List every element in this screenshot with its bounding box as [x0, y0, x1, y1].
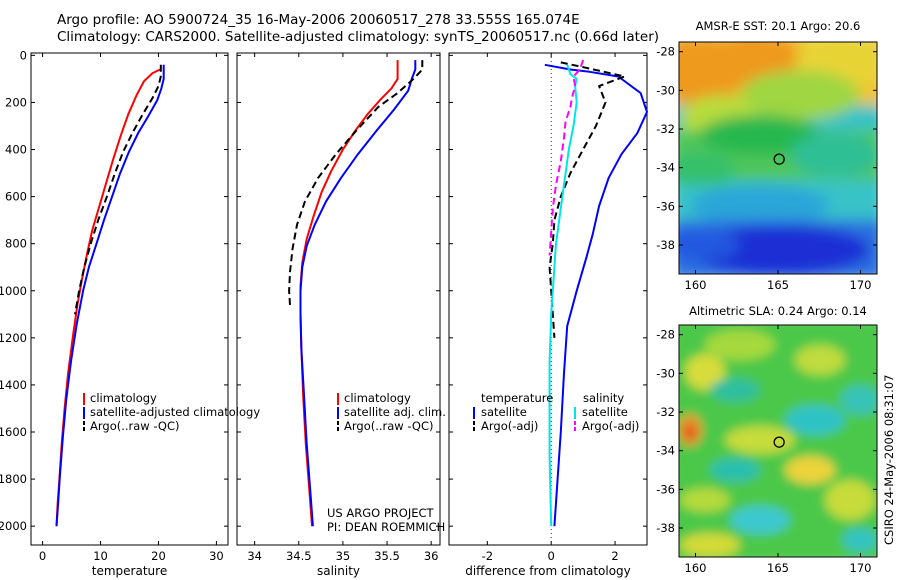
x-tick-label: 170 [850, 278, 872, 292]
y-tick-label: -38 [656, 238, 675, 252]
legend-label: satellite [481, 405, 527, 419]
x-tick-label: 2 [611, 549, 618, 563]
axes-frame [236, 52, 441, 546]
x-tick-label: 36 [424, 549, 439, 563]
x-tick-label: 34 [247, 549, 262, 563]
plot-title: Argo profile: AO 5900724_35 16-May-2006 … [57, 12, 580, 28]
x-tick-label: 165 [767, 278, 789, 292]
y-tick-label: -32 [656, 405, 675, 419]
argo-float-marker [773, 153, 785, 165]
pi-annotation: PI: DEAN ROEMMICH [327, 520, 445, 534]
x-tick-label: 20 [151, 549, 166, 563]
y-tick-label: 600 [5, 190, 27, 204]
y-tick-label: 2000 [0, 519, 27, 533]
sla-map-title: Altimetric SLA: 0.24 Argo: 0.14 [689, 304, 867, 318]
sla-heatmap [679, 325, 877, 557]
chart-layer: 0 10 20 30020040060080010001200140016001800… [0, 41, 878, 578]
x-tick-label: 0 [548, 549, 555, 563]
series-line-argo-raw-qc [288, 60, 424, 305]
panel-sst-map: 160 165 170 -28 -30 -32 -34 -36 -38 [656, 41, 878, 292]
y-tick-label: -38 [656, 521, 675, 535]
x-tick-label: 30 [209, 549, 224, 563]
y-tick-label: -28 [656, 328, 675, 342]
x-tick-label: 35 [336, 549, 351, 563]
legend-difference: temperature satellite Argo(-adj) salinit… [473, 391, 639, 433]
x-tick-label: 165 [767, 561, 789, 575]
y-tick-label: -36 [656, 482, 675, 496]
axes-frame [30, 52, 229, 546]
y-tick-label: -34 [656, 161, 675, 175]
legend-label: Argo(-adj) [582, 419, 639, 433]
series-line-climatology [299, 60, 399, 527]
y-tick-label: -30 [656, 83, 675, 97]
x-tick-label: -2 [482, 549, 493, 563]
series-line-temperature-argo-adj [548, 61, 626, 338]
series-line-salinity-satellite [548, 64, 578, 527]
legend-label: satellite-adjusted climatology [90, 405, 260, 419]
y-tick-label: 1000 [0, 284, 27, 298]
x-tick-label: 160 [685, 278, 707, 292]
y-tick-label: 1600 [0, 425, 27, 439]
x-axis-label: salinity [317, 564, 360, 578]
legend-label: climatology [90, 391, 157, 405]
legend-salinity: climatology satellite adj. clim. Argo(..… [337, 391, 446, 433]
legend-label: Argo(-adj) [481, 419, 538, 433]
x-tick-label: 10 [93, 549, 108, 563]
series-line-satellite-adj-clim [299, 60, 417, 527]
y-tick-label: 1200 [0, 331, 27, 345]
sst-map-title: AMSR-E SST: 20.1 Argo: 20.6 [696, 19, 861, 33]
legend-group-title: salinity [583, 391, 624, 405]
series-line-temperature-satellite [544, 63, 648, 527]
y-tick-label: -32 [656, 122, 675, 136]
panel-temperature: 0 10 20 30 0 200 400 600 800 1000 1200 1400 1600 1800… [0, 48, 229, 578]
y-tick-label: -36 [656, 199, 675, 213]
series-line-argo-raw-qc [74, 64, 162, 315]
x-tick-label: 35.5 [374, 549, 400, 563]
y-tick-label: -28 [656, 45, 675, 59]
argo-float-marker [773, 436, 785, 448]
y-tick-label: 200 [5, 95, 27, 109]
y-tick-label: 1800 [0, 472, 27, 486]
x-tick-label: 0 [39, 549, 46, 563]
legend-label: satellite adj. clim. [344, 405, 446, 419]
project-annotation: US ARGO PROJECT [327, 506, 435, 520]
x-tick-label: 170 [850, 561, 872, 575]
y-tick-label: 1400 [0, 378, 27, 392]
timestamp-label: CSIRO 24-May-2006 08:31:07 [882, 375, 896, 546]
x-axis-label: temperature [92, 564, 167, 578]
y-tick-label: -34 [656, 444, 675, 458]
sst-heatmap [679, 42, 877, 274]
panel-salinity: 34 34.5 35 35.5 36 salinity [236, 52, 441, 578]
y-tick-label: 0 [20, 48, 27, 62]
legend-label: climatology [344, 391, 411, 405]
legend-temperature: climatology satellite-adjusted climatolo… [83, 391, 260, 433]
legend-label: Argo(..raw -QC) [344, 419, 434, 433]
legend-group-title: temperature [481, 391, 553, 405]
y-tick-label: -30 [656, 366, 675, 380]
series-line-satellite-adjusted-climatology [55, 64, 165, 527]
x-tick-label: 34.5 [286, 549, 312, 563]
plot-subtitle: Climatology: CARS2000. Satellite-adjuste… [57, 29, 660, 45]
axes-frame [448, 52, 648, 546]
x-tick-label: 160 [685, 561, 707, 575]
series-line-climatology [55, 68, 161, 527]
legend-label: Argo(..raw -QC) [90, 419, 180, 433]
x-axis-label: difference from climatology [465, 564, 631, 578]
panel-sla-map: 160 165 170 -28 -30 -32 -34 -36 -38 [656, 324, 878, 575]
y-tick-label: 400 [5, 143, 27, 157]
y-tick-label: 800 [5, 237, 27, 251]
legend-label: satellite [582, 405, 628, 419]
